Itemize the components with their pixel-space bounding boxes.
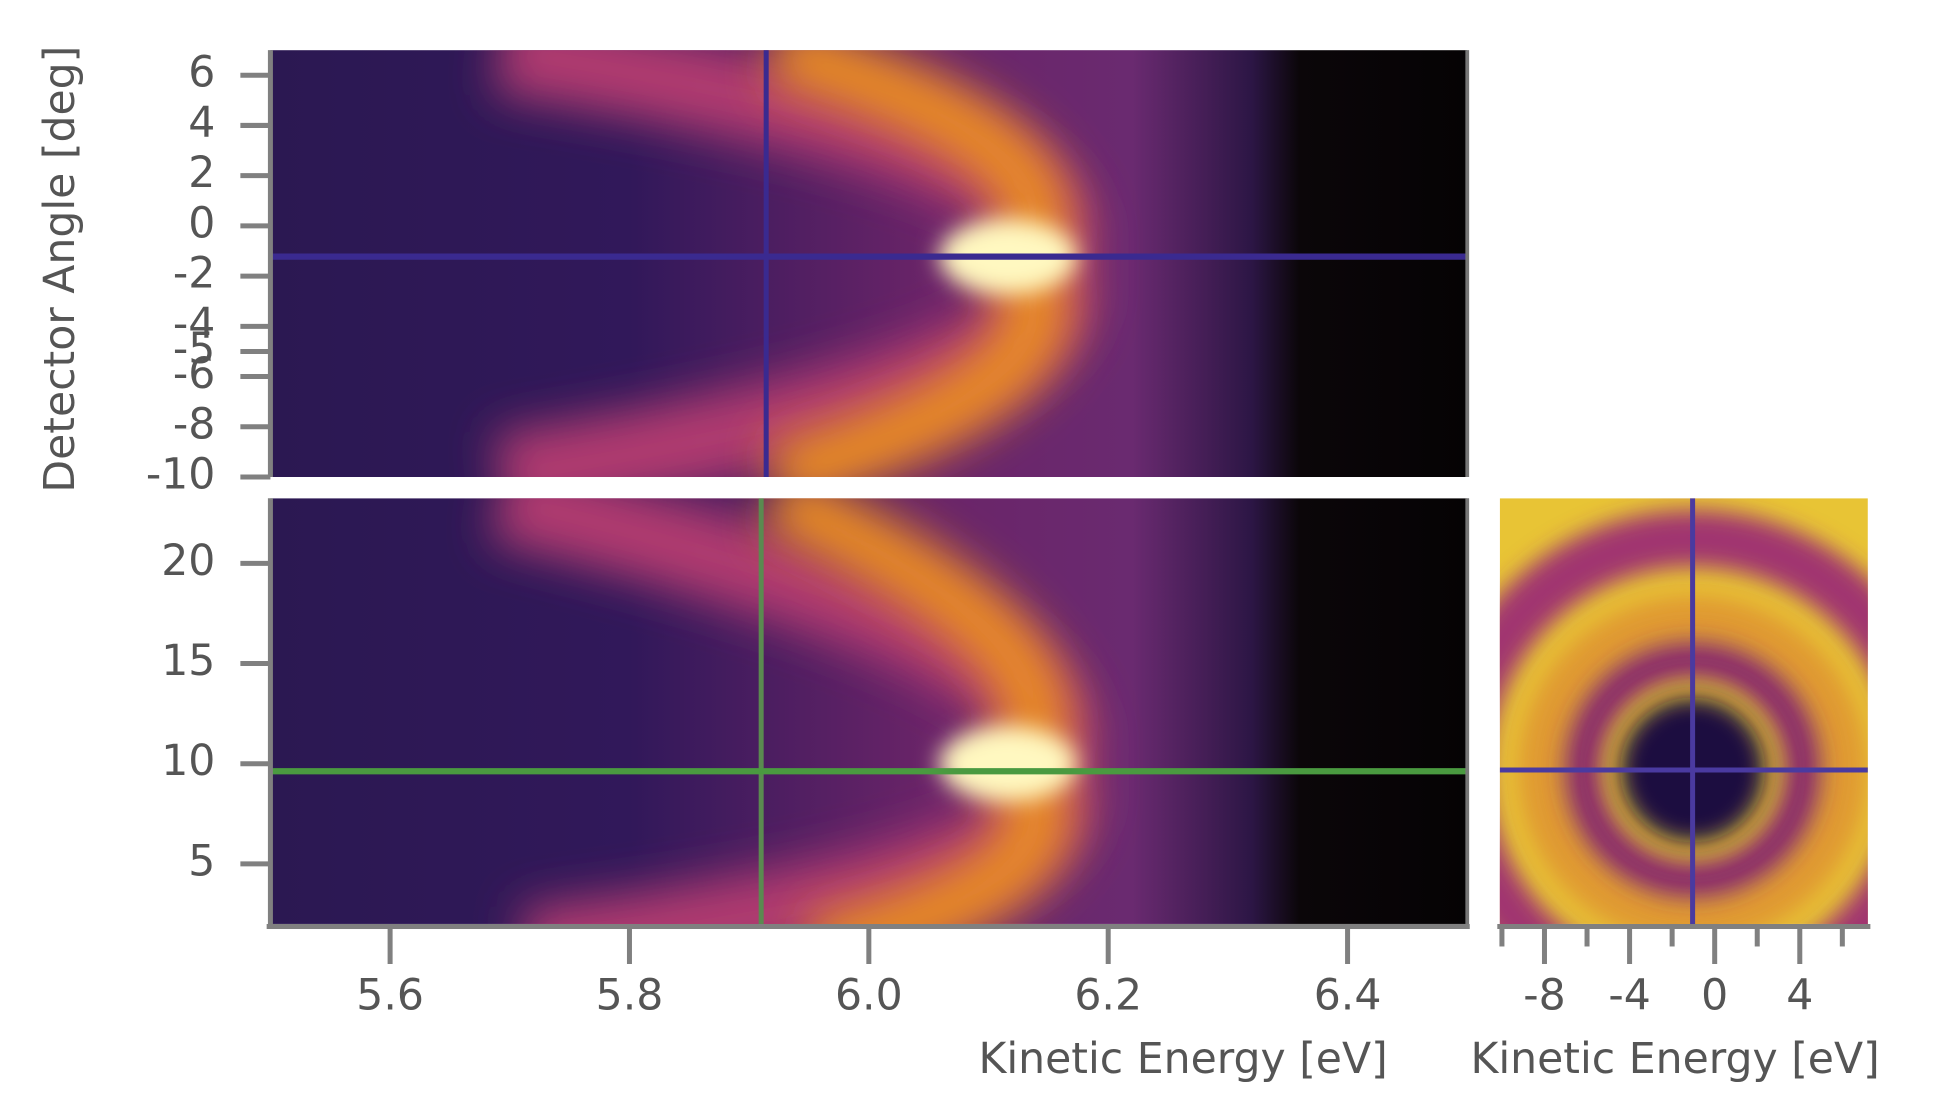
y-tick-label: 15 — [161, 636, 215, 686]
y-axis-title: Detector Angle [deg] — [35, 46, 85, 493]
x-tick-label: 6.4 — [1314, 970, 1382, 1020]
heatmap-right — [1499, 498, 1868, 924]
x-tick-label: 4 — [1786, 970, 1813, 1020]
y-tick-label: -8 — [173, 399, 215, 449]
y-tick-label: -4 — [173, 299, 215, 349]
x-tick-label: 6.0 — [835, 970, 903, 1020]
x-tick-label: -4 — [1608, 970, 1650, 1020]
heatmap-bottom — [270, 498, 1468, 924]
y-tick-label: 0 — [188, 198, 215, 248]
y-tick-label: -6 — [173, 349, 215, 399]
y-tick-label: 6 — [188, 48, 215, 98]
y-tick-label: 5 — [188, 836, 215, 886]
x-tick-label: 0 — [1701, 970, 1728, 1020]
x-tick-label: 5.6 — [356, 970, 424, 1020]
y-tick-label: 10 — [161, 736, 215, 786]
x-tick-label: 5.8 — [596, 970, 664, 1020]
y-tick-label: 20 — [161, 536, 215, 586]
y-tick-label: -2 — [173, 249, 215, 299]
y-tick-label: 2 — [188, 148, 215, 198]
y-tick-label: -10 — [146, 450, 216, 500]
x-tick-label: 6.2 — [1074, 970, 1142, 1020]
x-tick-label: -8 — [1523, 970, 1565, 1020]
x-axis-title: Kinetic Energy [eV] — [978, 1034, 1387, 1084]
y-tick-label: -5 — [173, 324, 215, 374]
heatmap-top — [270, 50, 1468, 478]
x-axis-title: Kinetic Energy [eV] — [1470, 1034, 1879, 1084]
y-tick-label: 4 — [188, 98, 215, 148]
